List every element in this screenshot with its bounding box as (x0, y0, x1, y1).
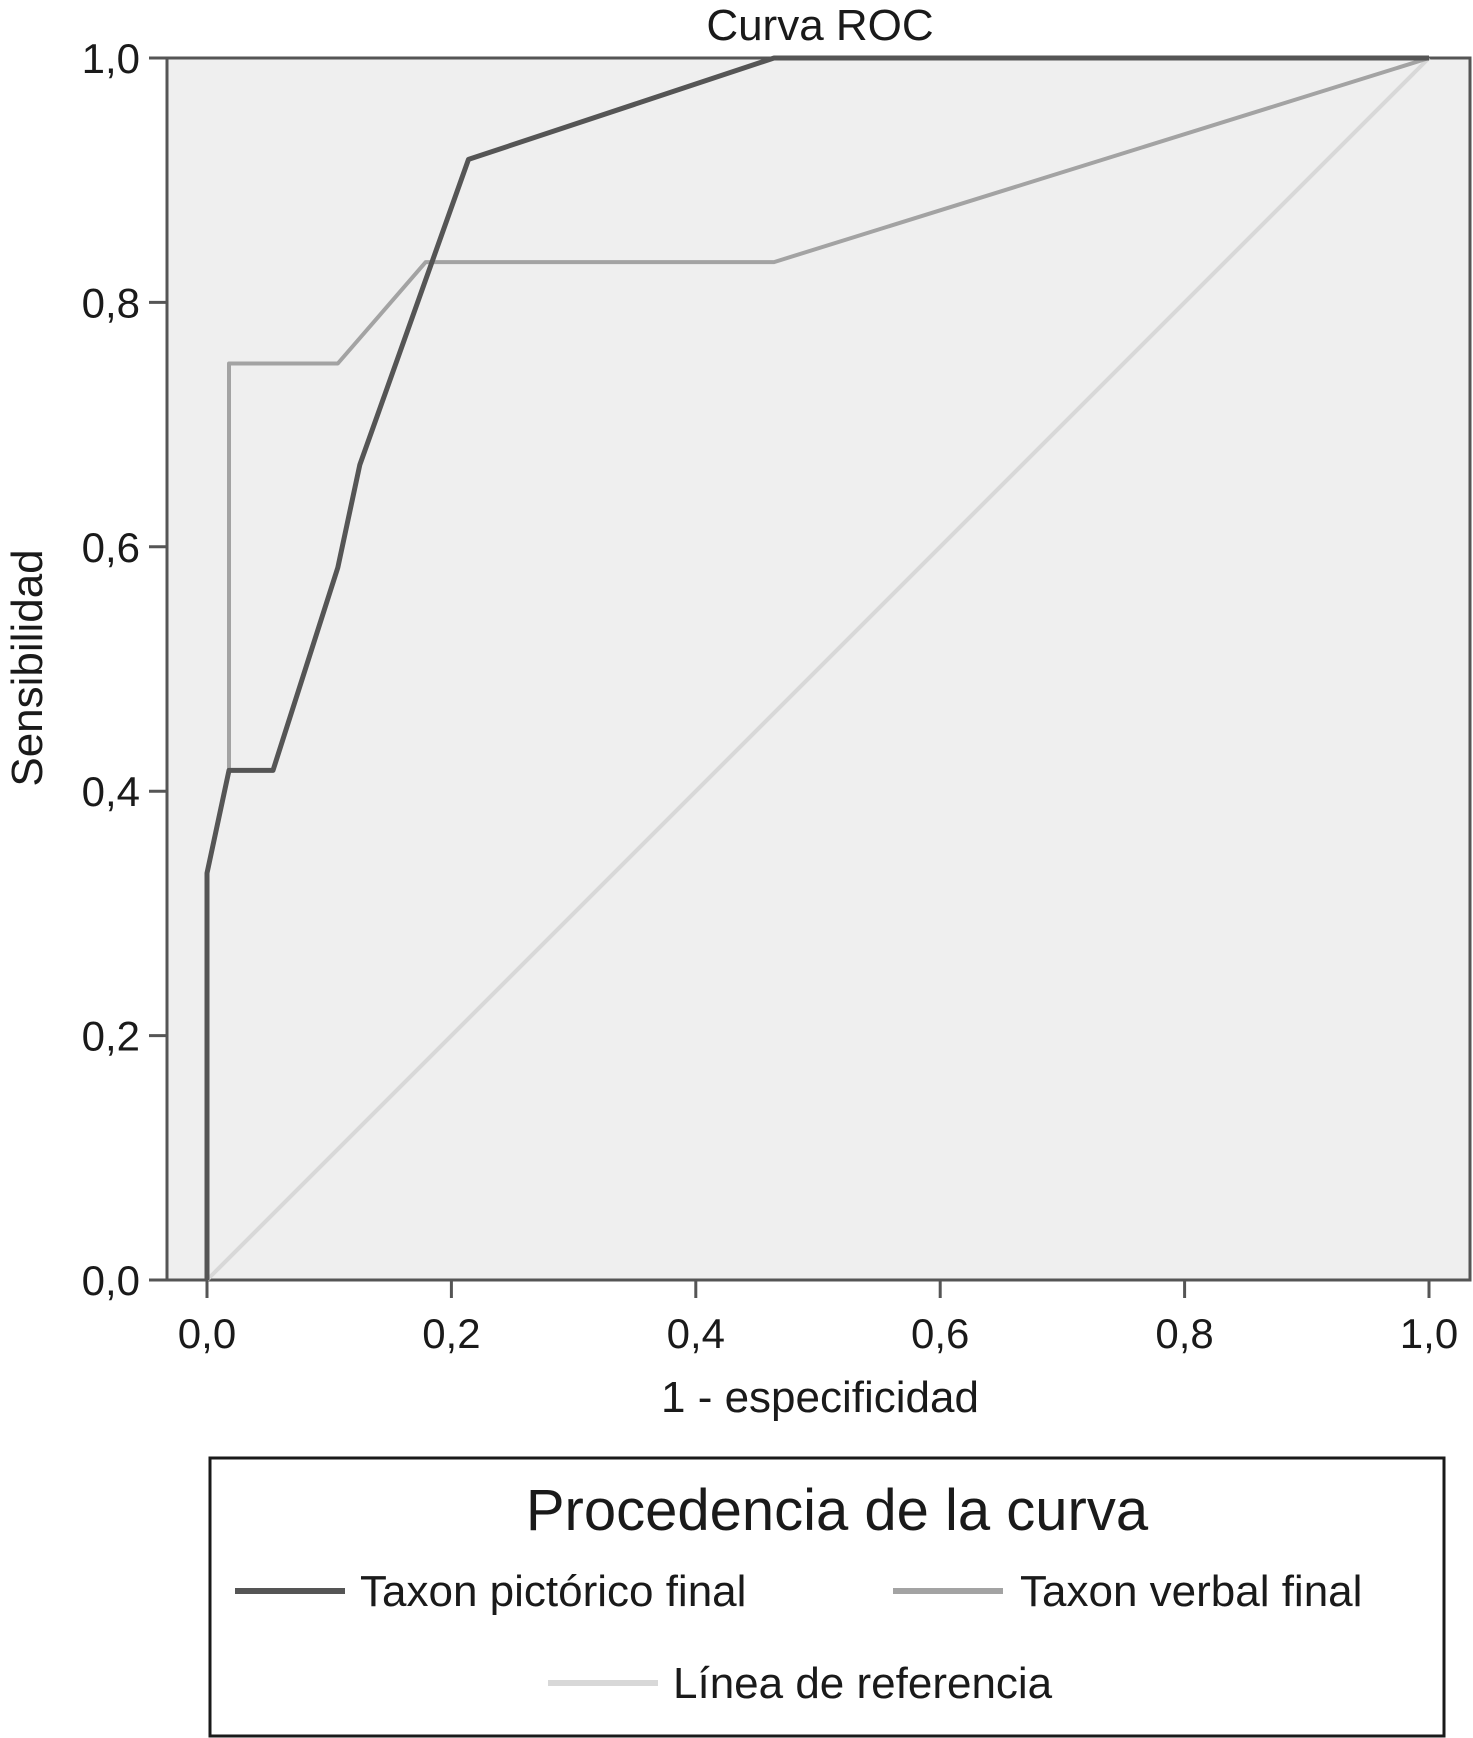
x-axis-title: 1 - especificidad (661, 1373, 979, 1422)
x-tick-label: 1,0 (1400, 1310, 1458, 1357)
y-tick-label: 0,8 (82, 279, 140, 326)
x-tick-label: 0,8 (1155, 1310, 1213, 1357)
y-tick-label: 0,0 (82, 1257, 140, 1304)
chart-title: Curva ROC (706, 1, 933, 50)
legend: Procedencia de la curva Taxon pictórico … (208, 1456, 1446, 1738)
legend-label-verbal: Taxon verbal final (1020, 1567, 1362, 1616)
series-line-referencia (205, 56, 1431, 1282)
y-axis: 0,0 0,2 0,4 0,6 0,8 1,0 (82, 35, 167, 1304)
x-tick-label: 0,6 (911, 1310, 969, 1357)
legend-box (208, 1456, 1446, 1738)
y-tick-label: 0,4 (82, 768, 140, 815)
y-tick-label: 0,6 (82, 524, 140, 571)
legend-label-pictorico: Taxon pictórico final (360, 1567, 746, 1616)
series-line-pictorico (204, 55, 1429, 1280)
x-tick-label: 0,0 (178, 1310, 236, 1357)
x-tick-label: 0,2 (422, 1310, 480, 1357)
series-layer (204, 55, 1431, 1282)
y-tick-label: 1,0 (82, 35, 140, 82)
x-tick-label: 0,4 (667, 1310, 725, 1357)
y-axis-title: Sensibilidad (3, 549, 52, 786)
x-axis: 0,0 0,2 0,4 0,6 0,8 1,0 (178, 1280, 1458, 1357)
legend-title: Procedencia de la curva (526, 1478, 1149, 1543)
legend-label-referencia: Línea de referencia (673, 1659, 1053, 1708)
y-tick-label: 0,2 (82, 1013, 140, 1060)
